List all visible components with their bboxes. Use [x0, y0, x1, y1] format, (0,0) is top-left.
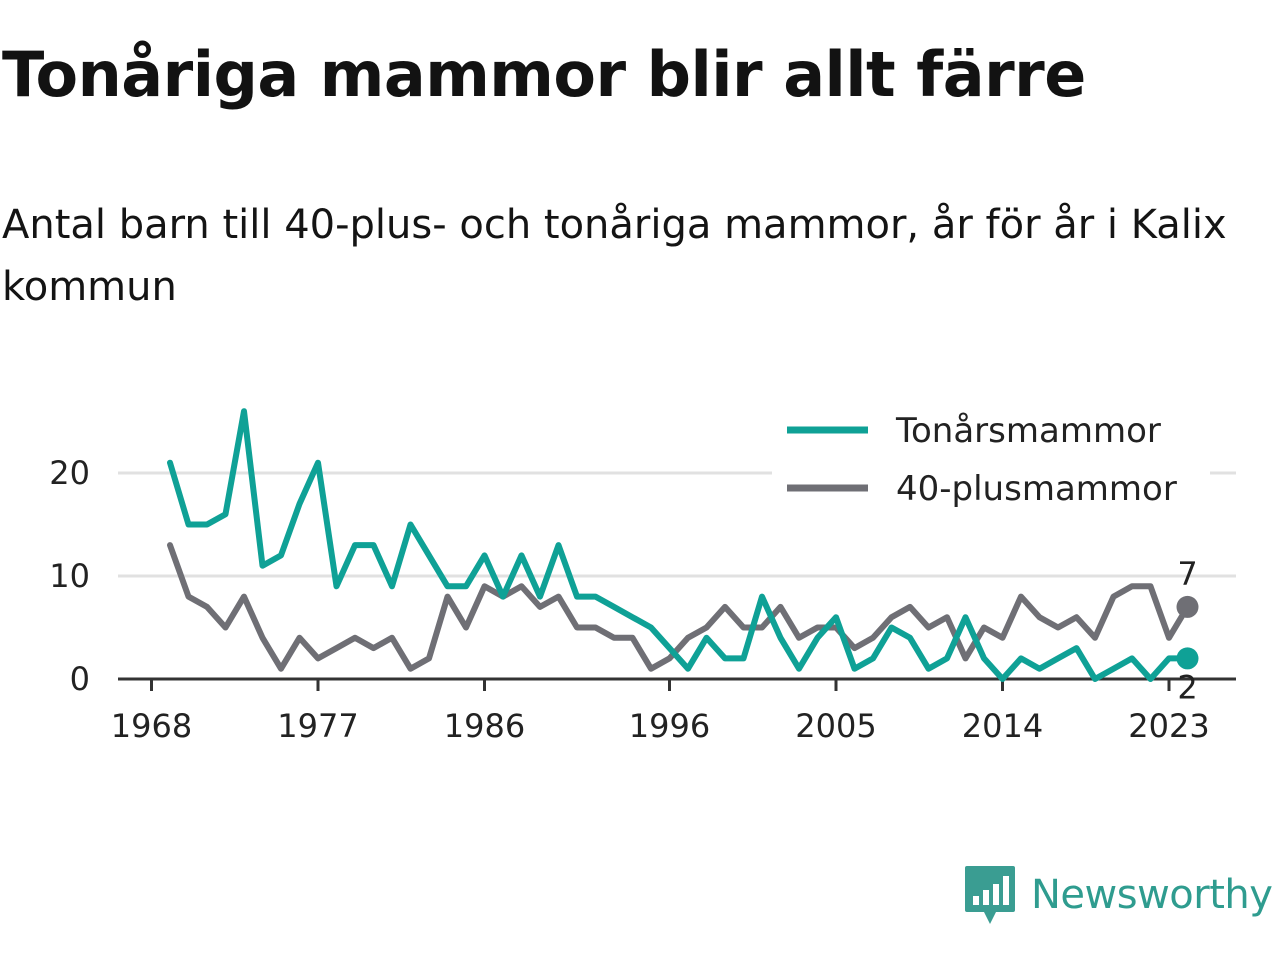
newsworthy-logo-icon	[965, 866, 1015, 924]
y-tick-label-20: 20	[49, 454, 90, 492]
series-line-tonarsmammor	[167, 408, 1191, 682]
x-tick-label-2023: 2023	[1128, 707, 1209, 745]
y-tick-labels: 0 10 20	[49, 454, 90, 698]
x-tick-label-2005: 2005	[795, 707, 876, 745]
brand-logo: Newsworthy	[963, 862, 1273, 928]
legend: Tonårsmammor 40-plusmammor	[772, 398, 1210, 520]
x-tick-label-2014: 2014	[962, 707, 1043, 745]
end-point-40-plusmammor	[1176, 595, 1199, 618]
line-chart: 1968 1977 1986 1996 2005 2014 2023 0 10 20 Tonår…	[49, 398, 1236, 745]
x-axis-ticks	[150, 679, 1171, 691]
series-layer	[167, 408, 1199, 682]
x-tick-label-1977: 1977	[277, 707, 358, 745]
chart-title: Tonåriga mammor blir allt färre	[2, 38, 1086, 111]
y-tick-label-0: 0	[70, 660, 90, 698]
x-tick-label-1968: 1968	[111, 707, 192, 745]
x-tick-label-1996: 1996	[629, 707, 710, 745]
end-label-40-plusmammor: 7	[1177, 555, 1197, 593]
x-tick-labels: 1968 1977 1986 1996 2005 2014 2023	[111, 707, 1210, 745]
legend-label-tonarsmammor: Tonårsmammor	[895, 411, 1161, 451]
series-line-40-plusmammor	[167, 542, 1191, 672]
chart-subtitle: Antal barn till 40-plus- och tonåriga ma…	[2, 202, 1227, 310]
end-point-tonarsmammor	[1176, 647, 1199, 670]
y-tick-label-10: 10	[49, 557, 90, 595]
brand-name: Newsworthy	[1031, 872, 1273, 918]
end-label-tonarsmammor: 2	[1177, 668, 1197, 706]
legend-label-40-plusmammor: 40-plusmammor	[896, 469, 1177, 509]
legend-background	[772, 398, 1210, 520]
x-tick-label-1986: 1986	[444, 707, 525, 745]
end-labels: 72	[1177, 555, 1197, 707]
